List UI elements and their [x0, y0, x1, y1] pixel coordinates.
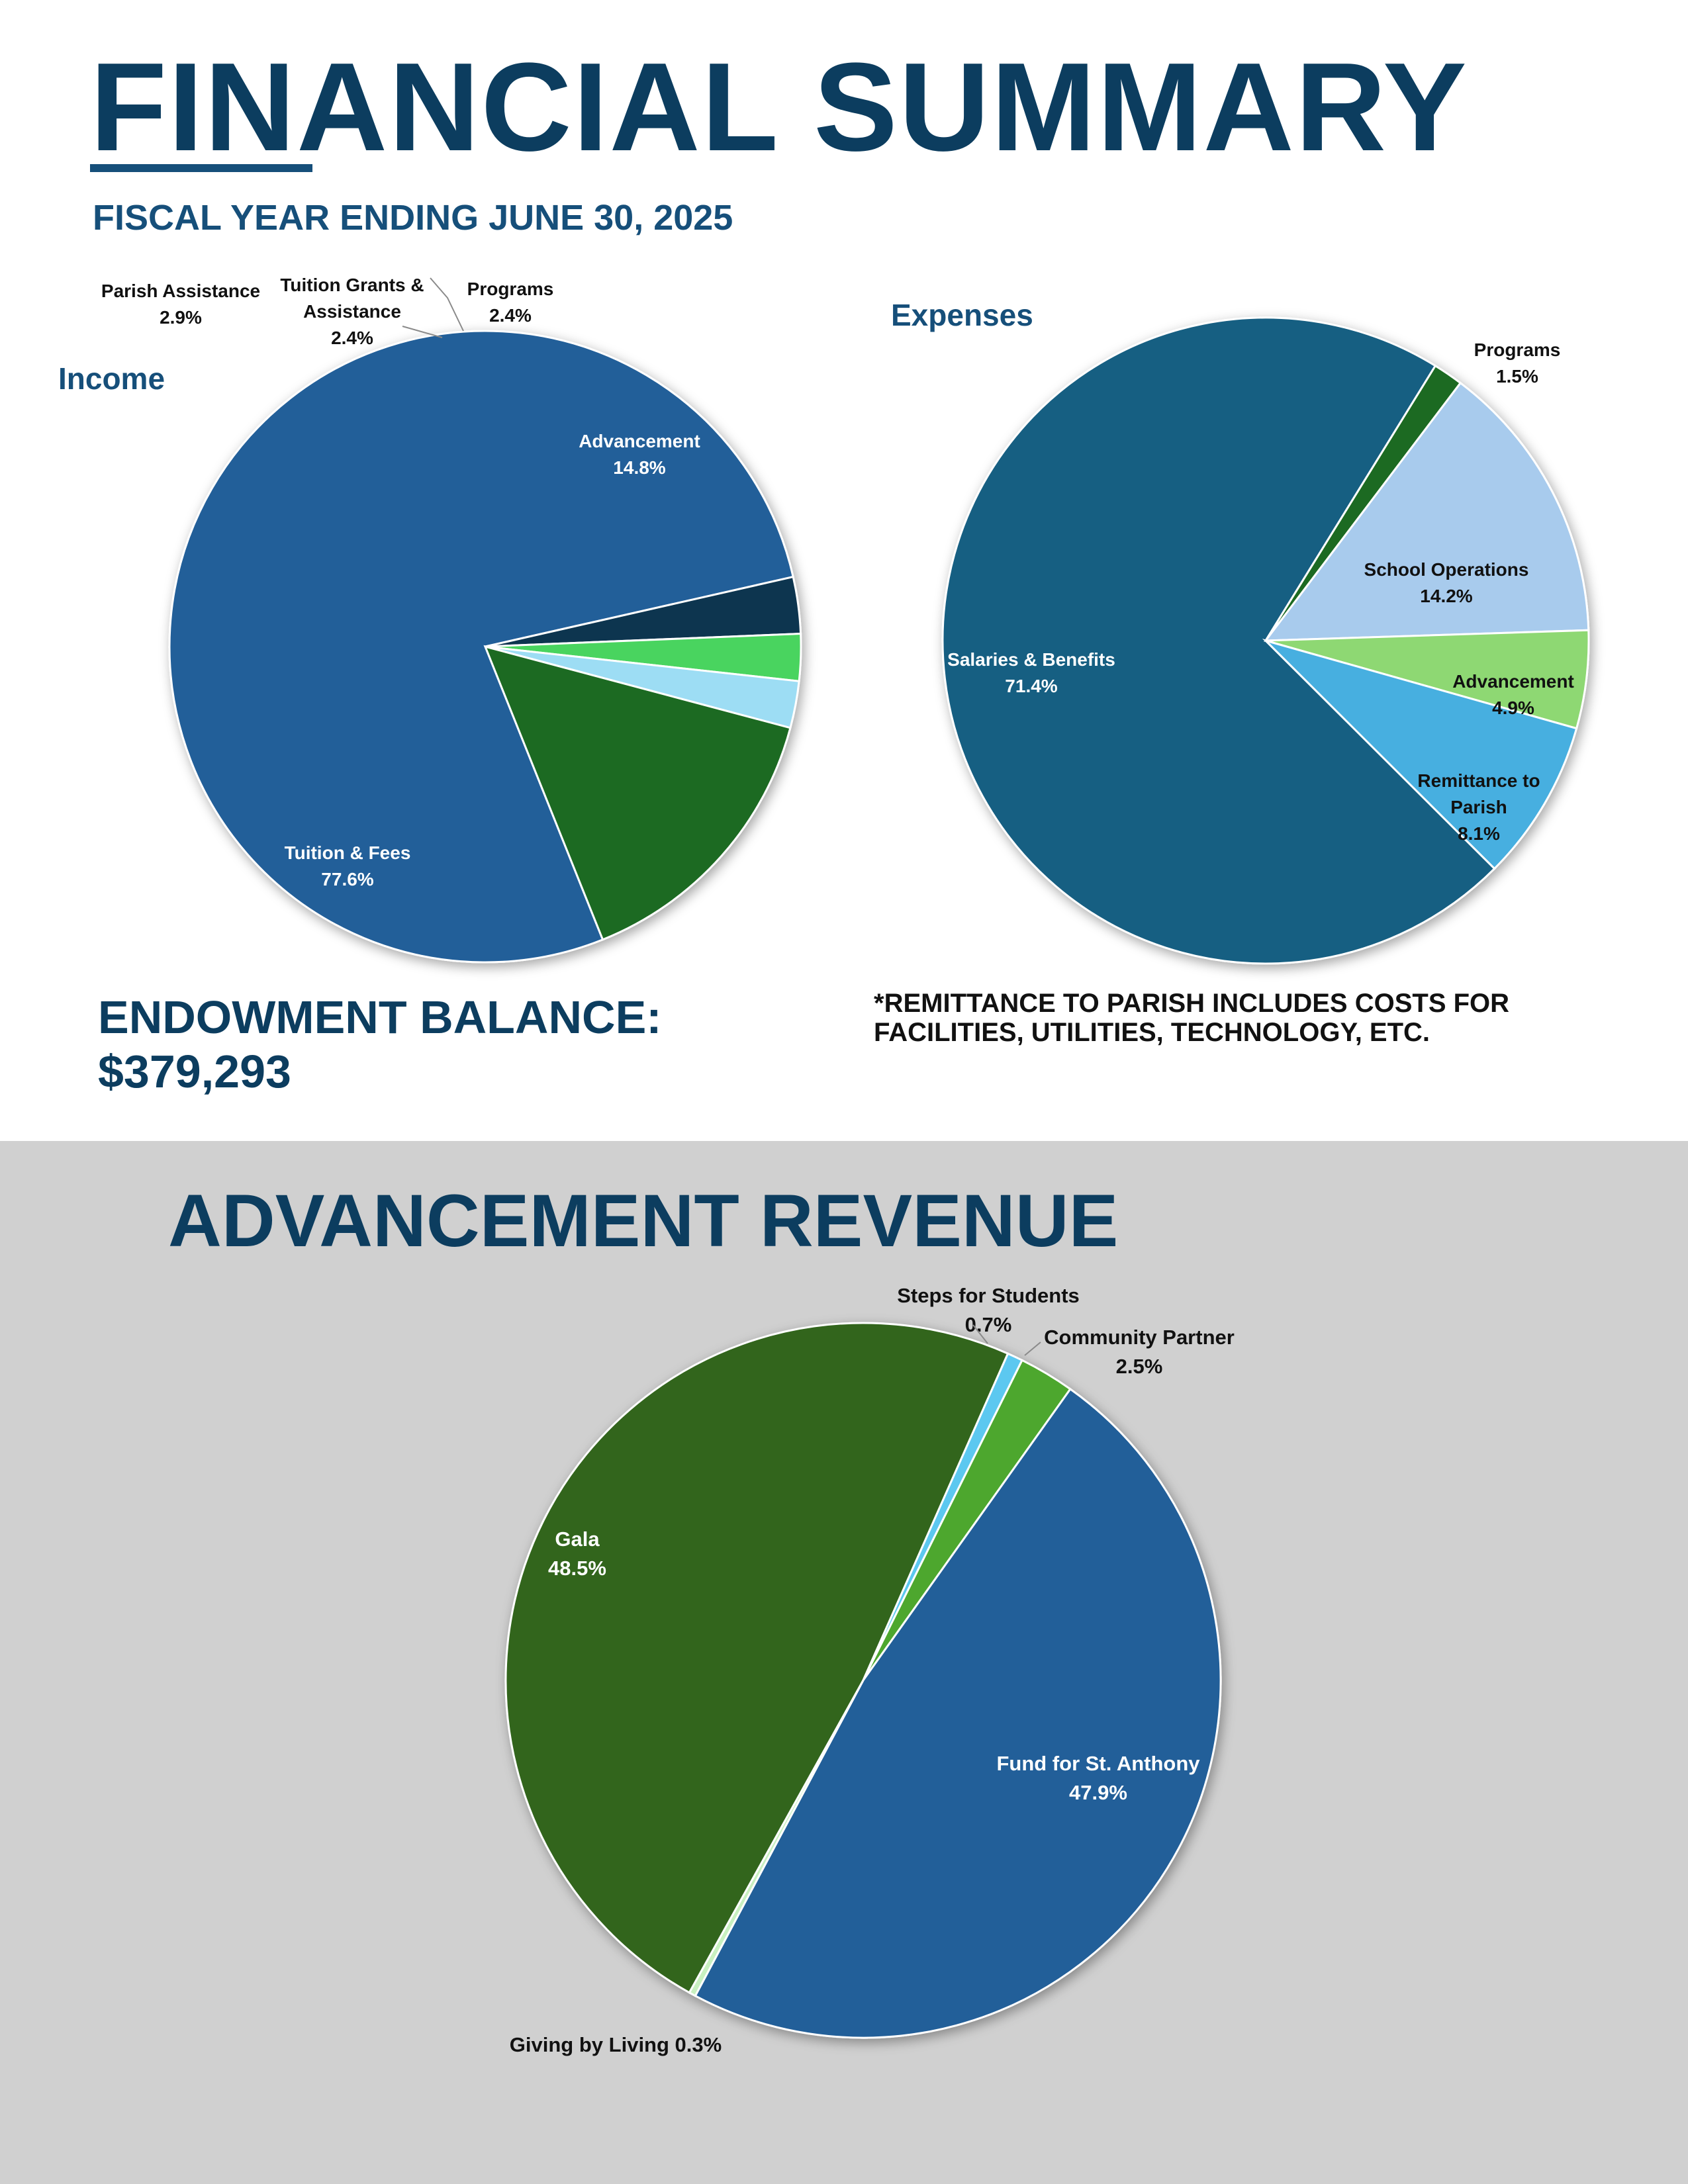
income-label-tuition-fees: Tuition & Fees 77.6%: [285, 842, 411, 889]
endowment-value: $379,293: [98, 1046, 291, 1097]
expenses-label-programs: Programs 1.5%: [1474, 340, 1561, 387]
advancement-leader-community-partner: [1024, 1342, 1041, 1356]
remittance-note-line-2: FACILITIES, UTILITIES, TECHNOLOGY, ETC.: [874, 1018, 1430, 1047]
remittance-note: *REMITTANCE TO PARISH INCLUDES COSTS FOR…: [874, 989, 1509, 1047]
expenses-slice-remittance-to-parish: [1262, 638, 1578, 870]
income-slice-advancement: [483, 645, 792, 941]
endowment-label: ENDOWMENT BALANCE:: [98, 991, 662, 1043]
advancement-slice-gala: [504, 1322, 1009, 1994]
expenses-slices: [941, 316, 1590, 965]
advancement-slice-giving-by-living: [688, 1680, 865, 1997]
advancement-label-steps-for-students: Steps for Students 0.7%: [897, 1284, 1080, 1336]
income-slice-tuition-fees: [168, 330, 794, 964]
income-label-parish-assistance: Parish Assistance 2.9%: [101, 281, 260, 328]
expenses-label-remittance-to-parish: Remittance to Parish 8.1%: [1417, 770, 1540, 844]
expenses-label-school-operations: School Operations 14.2%: [1364, 559, 1529, 606]
expenses-slice-salaries-benefits: [941, 316, 1496, 965]
expenses-chart-title: Expenses: [891, 298, 1033, 332]
expenses-label-advancement: Advancement 4.9%: [1452, 671, 1574, 718]
page-subtitle: FISCAL YEAR ENDING JUNE 30, 2025: [93, 198, 733, 238]
income-leader-programs: [430, 277, 464, 332]
advancement-title: ADVANCEMENT REVENUE: [168, 1179, 1119, 1262]
remittance-note-line-1: *REMITTANCE TO PARISH INCLUDES COSTS FOR: [874, 989, 1510, 1018]
advancement-label-giving-by-living: Giving by Living 0.3%: [510, 2033, 722, 2056]
page-title: FINANCIAL SUMMARY: [90, 37, 1468, 177]
advancement-label-fund-for-st-anthony: Fund for St. Anthony 47.9%: [996, 1752, 1200, 1804]
income-slices: [168, 330, 802, 964]
advancement-label-gala: Gala 48.5%: [548, 1527, 606, 1580]
advancement-label-community-partner: Community Partner 2.5%: [1044, 1326, 1235, 1378]
expenses-label-salaries-benefits: Salaries & Benefits 71.4%: [947, 649, 1115, 696]
expenses-slice-advancement: [1265, 629, 1590, 730]
income-label-advancement: Advancement 14.8%: [579, 431, 700, 478]
advancement-leader-steps-for-students: [972, 1324, 988, 1344]
title-underline: [90, 164, 312, 172]
income-pie-chart: Tuition & Fees 77.6% Parish Assistance 2.9%…: [101, 275, 802, 964]
advancement-slice-fund-for-st-anthony: [694, 1387, 1222, 2039]
endowment-balance: ENDOWMENT BALANCE: $379,293: [98, 990, 662, 1099]
expenses-pie-chart: Salaries & Benefits 71.4% Programs 1.5% Scho…: [941, 316, 1590, 965]
expenses-slice-school-operations: [1263, 381, 1590, 642]
income-label-programs: Programs 2.4%: [467, 279, 554, 326]
income-chart-title: Income: [58, 361, 165, 396]
income-label-tuition-grants-assistance: Tuition Grants & Assistance 2.4%: [280, 275, 424, 348]
income-leader-tuition-grants-assistance: [402, 326, 443, 338]
advancement-slices: [504, 1322, 1222, 2039]
